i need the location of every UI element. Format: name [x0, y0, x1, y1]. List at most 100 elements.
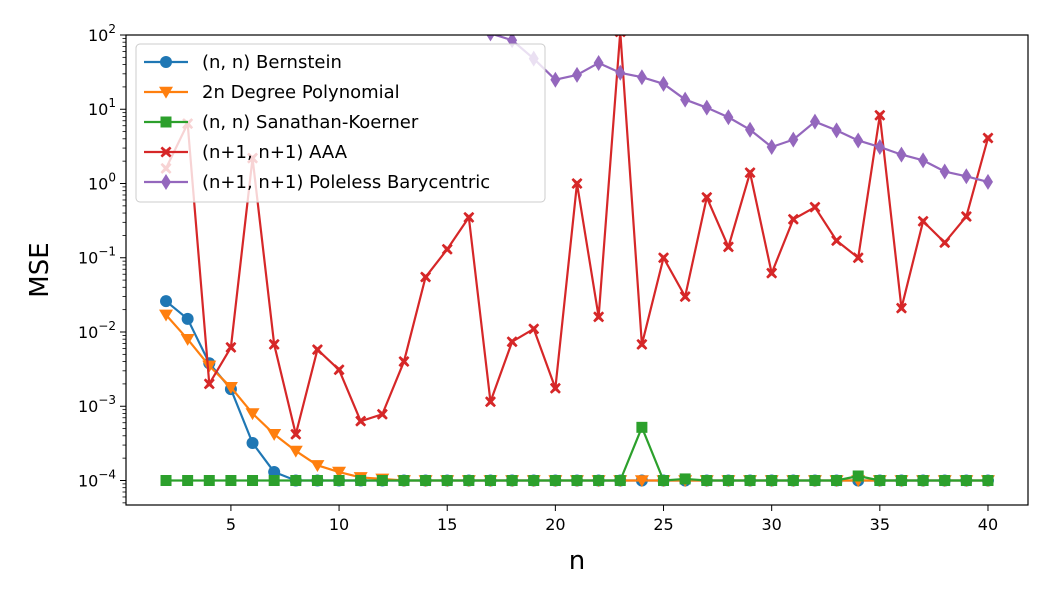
data-point	[463, 211, 475, 223]
data-point	[202, 360, 217, 373]
y-tick-label: 101	[88, 96, 116, 119]
x-tick-label: 30	[761, 515, 781, 534]
data-point	[593, 474, 605, 486]
data-point	[744, 474, 756, 486]
data-point	[787, 213, 799, 225]
data-point	[614, 35, 626, 38]
data-point	[982, 132, 994, 144]
data-point	[160, 295, 173, 308]
data-point	[809, 201, 821, 213]
data-point	[744, 167, 756, 179]
data-point	[679, 291, 691, 303]
data-point	[960, 210, 972, 222]
data-point	[615, 64, 626, 81]
data-point	[961, 168, 972, 185]
series-4	[486, 35, 993, 190]
data-point	[486, 35, 495, 42]
data-point	[636, 338, 648, 350]
data-point	[722, 474, 734, 486]
legend-item: 2n Degree Polynomial	[144, 82, 400, 103]
x-tick-label: 25	[653, 515, 673, 534]
data-point	[376, 474, 388, 486]
legend-box	[135, 43, 546, 203]
legend-item: (n, n) Sanathan-Koerner	[144, 112, 419, 133]
data-point	[311, 344, 323, 356]
data-point	[223, 382, 238, 394]
legend-item: (n+1, n+1) Poleless Barycentric	[144, 172, 490, 193]
data-point	[288, 445, 303, 458]
data-point	[701, 474, 713, 486]
legend: (n, n) Bernstein 2n Degree Polynomial (n, …	[135, 43, 546, 203]
data-point	[180, 333, 195, 346]
data-point	[290, 474, 302, 486]
data-point	[658, 252, 670, 264]
data-point	[549, 474, 561, 486]
legend-marker	[160, 56, 172, 68]
data-point	[766, 474, 778, 486]
data-point	[982, 474, 994, 486]
y-tick-label: 100	[88, 170, 116, 193]
x-axis: 5 10 15 20 25 30 35 40	[226, 505, 998, 534]
legend-item: (n, n) Bernstein	[144, 52, 342, 73]
data-point	[203, 378, 215, 390]
data-point	[355, 474, 367, 486]
data-point	[680, 91, 691, 108]
y-tick-label: 10−4	[78, 467, 116, 490]
data-point	[550, 71, 561, 88]
data-point	[852, 252, 864, 264]
data-point	[268, 474, 280, 486]
data-point	[809, 113, 820, 130]
x-tick-label: 35	[870, 515, 890, 534]
data-point	[831, 474, 843, 486]
data-point	[895, 302, 907, 314]
data-point	[398, 356, 410, 368]
data-point	[895, 474, 907, 486]
data-point	[182, 474, 194, 486]
data-point	[831, 122, 842, 139]
data-point	[918, 152, 929, 169]
data-point	[831, 235, 843, 247]
y-tick-label: 10−2	[78, 319, 116, 342]
data-point	[441, 474, 453, 486]
data-point	[571, 474, 583, 486]
series-line	[165, 300, 988, 482]
data-point	[528, 323, 540, 335]
y-tick-label: 10−3	[78, 393, 116, 416]
data-point	[267, 428, 282, 441]
x-axis-label: n	[569, 546, 585, 576]
data-point	[939, 237, 951, 249]
data-point	[484, 474, 496, 486]
x-tick-label: 20	[545, 515, 565, 534]
legend-label: (n+1, n+1) Poleless Barycentric	[202, 172, 490, 193]
data-point	[310, 460, 325, 472]
data-point	[203, 474, 215, 486]
data-point	[246, 436, 259, 449]
data-point	[225, 341, 237, 353]
legend-label: (n, n) Bernstein	[202, 52, 342, 73]
data-point	[722, 241, 734, 253]
data-point	[917, 474, 929, 486]
data-point	[701, 191, 713, 203]
data-point	[159, 309, 174, 322]
data-point	[311, 474, 323, 486]
series-line	[165, 314, 988, 482]
data-point	[160, 474, 172, 486]
legend-label: 2n Degree Polynomial	[202, 82, 400, 103]
legend-marker	[160, 146, 172, 158]
data-point	[766, 139, 777, 156]
data-point	[874, 139, 885, 156]
data-point	[939, 474, 951, 486]
data-point	[507, 35, 518, 49]
x-tick-label: 5	[226, 515, 236, 534]
data-point	[917, 215, 929, 227]
legend-marker	[161, 174, 171, 190]
data-point	[809, 474, 821, 486]
data-point	[528, 474, 540, 486]
data-point	[593, 54, 604, 71]
data-point	[658, 474, 670, 486]
y-axis-label: MSE	[25, 242, 55, 297]
data-point	[853, 132, 864, 149]
data-point	[463, 474, 475, 486]
data-point	[484, 396, 496, 408]
